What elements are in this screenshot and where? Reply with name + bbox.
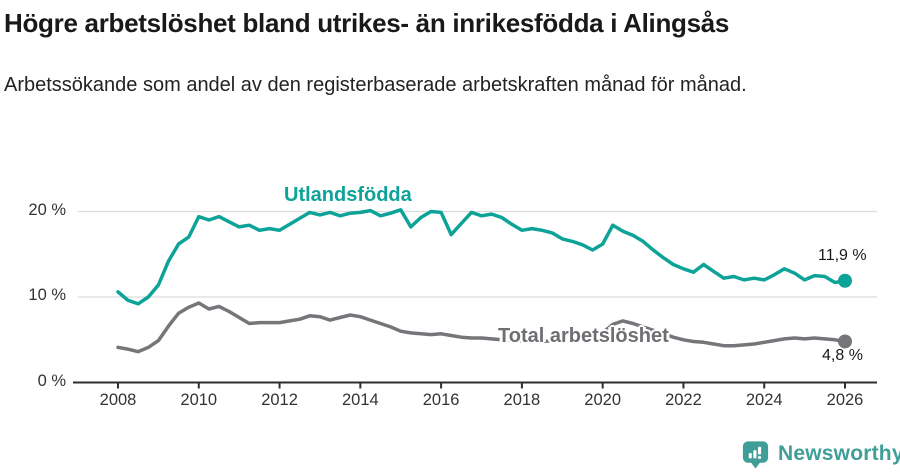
chart-subtitle: Arbetssökande som andel av den registerb… [4, 74, 747, 96]
series-label-total: Total arbetslöshet [498, 325, 669, 347]
x-axis-label: 2010 [180, 391, 218, 409]
x-axis-label: 2022 [665, 391, 702, 409]
bar-chart-speech-bubble-icon [742, 441, 769, 469]
series-end-dots [838, 273, 853, 349]
page-title: Högre arbetslöshet bland utrikes- än inr… [4, 8, 730, 38]
x-axis-label: 2016 [422, 391, 460, 409]
series-line-utlandsfodda [116, 208, 847, 306]
x-axis-label: 2020 [584, 391, 622, 409]
y-axis-label: 20 % [28, 200, 66, 219]
y-axis-label: 10 % [28, 286, 66, 304]
y-axis-label: 0 % [37, 371, 66, 390]
x-axis-label: 2026 [826, 391, 864, 409]
series-lines [116, 208, 847, 354]
x-axis-label: 2012 [261, 391, 298, 409]
x-axis-label: 2014 [341, 391, 379, 409]
x-axis [73, 381, 877, 389]
x-axis-label: 2008 [99, 391, 137, 409]
newsworthy-logo[interactable]: Newsworthy [740, 438, 900, 470]
series-label-utlandsfodda: Utlandsfödda [284, 184, 412, 206]
series-end-dot-utlandsfodda [838, 273, 853, 288]
gridlines [78, 210, 877, 298]
x-axis-label: 2018 [503, 391, 541, 409]
logo-text: Newsworthy [778, 442, 900, 465]
series-line-total [116, 301, 847, 354]
series-end-dot-total [838, 334, 853, 349]
x-axis-label: 2024 [745, 391, 783, 409]
end-value-label-total: 4,8 % [822, 347, 863, 364]
end-value-label-utlandsfodda: 11,9 % [818, 247, 867, 264]
